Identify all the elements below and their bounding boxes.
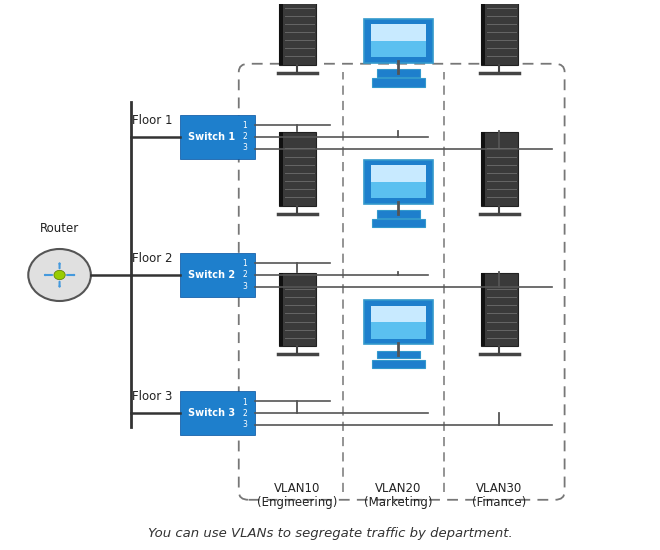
Text: Switch 2: Switch 2 [188, 270, 235, 280]
FancyBboxPatch shape [377, 69, 420, 77]
FancyBboxPatch shape [371, 165, 426, 182]
FancyBboxPatch shape [279, 273, 316, 346]
FancyBboxPatch shape [364, 300, 433, 344]
Circle shape [54, 270, 65, 280]
FancyBboxPatch shape [377, 210, 420, 218]
FancyBboxPatch shape [279, 0, 283, 65]
FancyBboxPatch shape [371, 24, 426, 41]
FancyBboxPatch shape [371, 41, 426, 57]
Text: 3: 3 [242, 282, 247, 290]
Text: 1: 1 [242, 398, 247, 406]
FancyBboxPatch shape [480, 273, 485, 346]
FancyBboxPatch shape [279, 133, 316, 206]
Text: You can use VLANs to segregate traffic by department.: You can use VLANs to segregate traffic b… [148, 527, 512, 541]
FancyBboxPatch shape [364, 19, 433, 63]
FancyBboxPatch shape [372, 360, 425, 368]
Text: Floor 3: Floor 3 [132, 390, 172, 403]
FancyBboxPatch shape [180, 391, 255, 436]
FancyBboxPatch shape [279, 0, 316, 65]
FancyBboxPatch shape [480, 0, 485, 65]
Text: VLAN30: VLAN30 [477, 482, 523, 496]
FancyBboxPatch shape [480, 133, 518, 206]
Text: VLAN20: VLAN20 [376, 482, 422, 496]
Circle shape [28, 249, 91, 301]
FancyBboxPatch shape [372, 78, 425, 86]
Text: (Engineering): (Engineering) [257, 496, 338, 509]
Text: (Finance): (Finance) [473, 496, 527, 509]
Text: Router: Router [40, 222, 79, 235]
FancyBboxPatch shape [480, 0, 518, 65]
Text: 2: 2 [242, 133, 247, 141]
Text: Floor 2: Floor 2 [132, 252, 172, 265]
FancyBboxPatch shape [180, 114, 255, 159]
FancyBboxPatch shape [279, 273, 283, 346]
Text: Switch 1: Switch 1 [188, 132, 235, 142]
Text: 2: 2 [242, 271, 247, 279]
Text: Switch 3: Switch 3 [188, 408, 235, 418]
Text: 1: 1 [242, 260, 247, 268]
FancyBboxPatch shape [180, 253, 255, 297]
FancyBboxPatch shape [371, 322, 426, 339]
FancyBboxPatch shape [371, 306, 426, 322]
Text: 1: 1 [242, 121, 247, 130]
FancyBboxPatch shape [372, 219, 425, 227]
Text: 2: 2 [242, 409, 247, 417]
FancyBboxPatch shape [364, 160, 433, 204]
Text: VLAN10: VLAN10 [274, 482, 321, 496]
Text: 3: 3 [242, 420, 247, 429]
FancyBboxPatch shape [377, 351, 420, 359]
FancyBboxPatch shape [480, 133, 485, 206]
FancyBboxPatch shape [279, 133, 283, 206]
Text: Floor 1: Floor 1 [132, 114, 172, 127]
FancyBboxPatch shape [371, 182, 426, 198]
Text: 3: 3 [242, 144, 247, 152]
Text: (Marketing): (Marketing) [364, 496, 433, 509]
FancyBboxPatch shape [480, 273, 518, 346]
